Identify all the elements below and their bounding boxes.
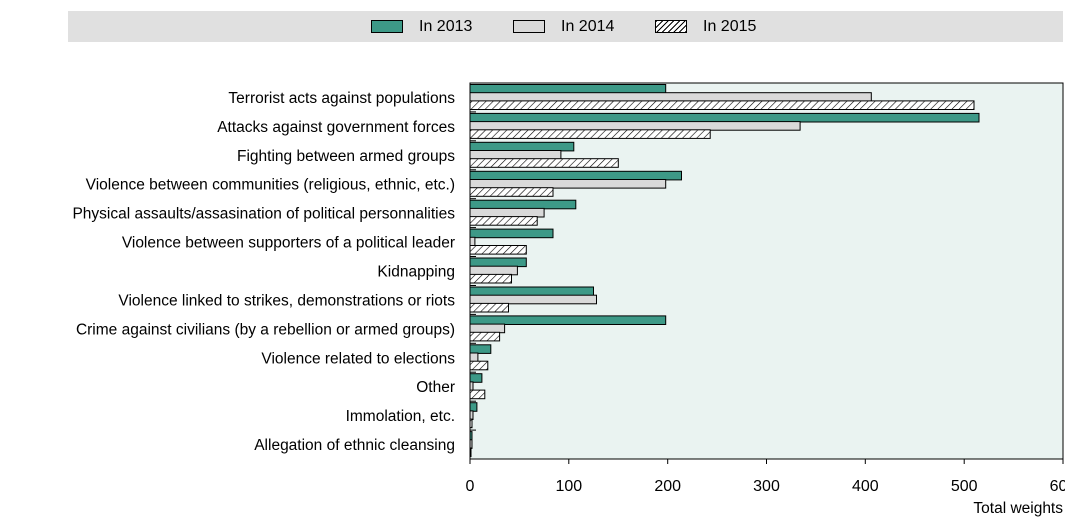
bar-in-2014-0: [469, 92, 872, 102]
x-axis-label: Total weights: [973, 500, 1063, 517]
bar-in-2013-4: [469, 199, 577, 210]
legend-item-2015: In 2015: [655, 11, 756, 42]
bar-in-2014-2: [469, 150, 562, 160]
bar-in-2015-4: [469, 216, 538, 226]
category-label: Violence related to elections: [261, 350, 455, 367]
bar-in-2015-10: [469, 389, 486, 400]
legend-swatch-2013: [371, 20, 403, 33]
bar-in-2015-2: [469, 158, 619, 168]
legend-swatch-2014: [513, 20, 545, 33]
bar-in-2014-7: [469, 294, 597, 305]
bar-in-2014-6: [469, 265, 518, 276]
bar-in-2013-11: [469, 402, 478, 412]
category-label: Fighting between armed groups: [237, 148, 455, 165]
bar-in-2015-6: [469, 273, 512, 284]
bar-in-2013-7: [469, 286, 594, 297]
category-label: Kidnapping: [377, 264, 455, 281]
bar-in-2013-0: [469, 84, 667, 94]
bar-in-2013-10: [469, 373, 483, 383]
bar-in-2015-7: [469, 302, 509, 313]
x-tick-label: 600: [1050, 478, 1065, 495]
category-label: Crime against civilians (by a rebellion …: [76, 321, 455, 338]
category-label: Violence between communities (religious,…: [86, 177, 455, 194]
x-tick-label: 200: [654, 478, 681, 495]
bar-in-2014-1: [469, 121, 801, 131]
bar-in-2014-3: [469, 179, 667, 189]
x-tick-label: 400: [852, 478, 879, 495]
bar-in-2013-2: [469, 141, 575, 152]
bar-in-2015-9: [469, 360, 489, 371]
x-tick-label: 0: [466, 478, 475, 495]
bar-in-2013-8: [469, 315, 667, 325]
category-label: Violence between supporters of a politic…: [122, 235, 455, 252]
category-label: Other: [416, 379, 455, 396]
bar-in-2015-1: [469, 129, 711, 139]
plot-area: [470, 83, 1063, 459]
category-label: Terrorist acts against populations: [228, 90, 455, 107]
bar-in-2013-3: [469, 170, 682, 181]
legend-item-2014: In 2014: [513, 11, 614, 42]
category-label: Attacks against government forces: [217, 119, 455, 136]
bar-in-2014-5: [469, 236, 476, 247]
legend-label-2014: In 2014: [561, 17, 615, 35]
category-label: Physical assaults/assasination of politi…: [72, 206, 455, 223]
legend-label-2013: In 2013: [419, 17, 473, 35]
x-tick-label: 100: [555, 478, 582, 495]
legend-item-2013: In 2013: [371, 11, 472, 42]
x-tick-label: 500: [951, 478, 978, 495]
legend: In 2013 In 2014 In 2015: [68, 11, 1063, 42]
bar-in-2015-3: [469, 187, 554, 197]
bar-in-2013-5: [469, 228, 554, 239]
bar-in-2014-8: [469, 323, 506, 334]
category-label: Allegation of ethnic cleansing: [254, 437, 455, 454]
bar-in-2015-8: [469, 331, 501, 342]
bar-in-2014-4: [469, 207, 545, 218]
bar-in-2013-9: [469, 344, 492, 354]
legend-label-2015: In 2015: [703, 17, 757, 35]
bar-in-2014-9: [469, 352, 479, 363]
category-label: Violence linked to strikes, demonstratio…: [118, 292, 455, 309]
bar-in-2015-0: [469, 100, 975, 111]
category-label: Immolation, etc.: [346, 408, 455, 425]
bar-in-2013-6: [469, 257, 527, 268]
legend-swatch-2015: [655, 20, 687, 33]
bar-in-2015-5: [469, 245, 527, 255]
bar-in-2013-1: [469, 112, 980, 123]
x-tick-label: 300: [753, 478, 780, 495]
